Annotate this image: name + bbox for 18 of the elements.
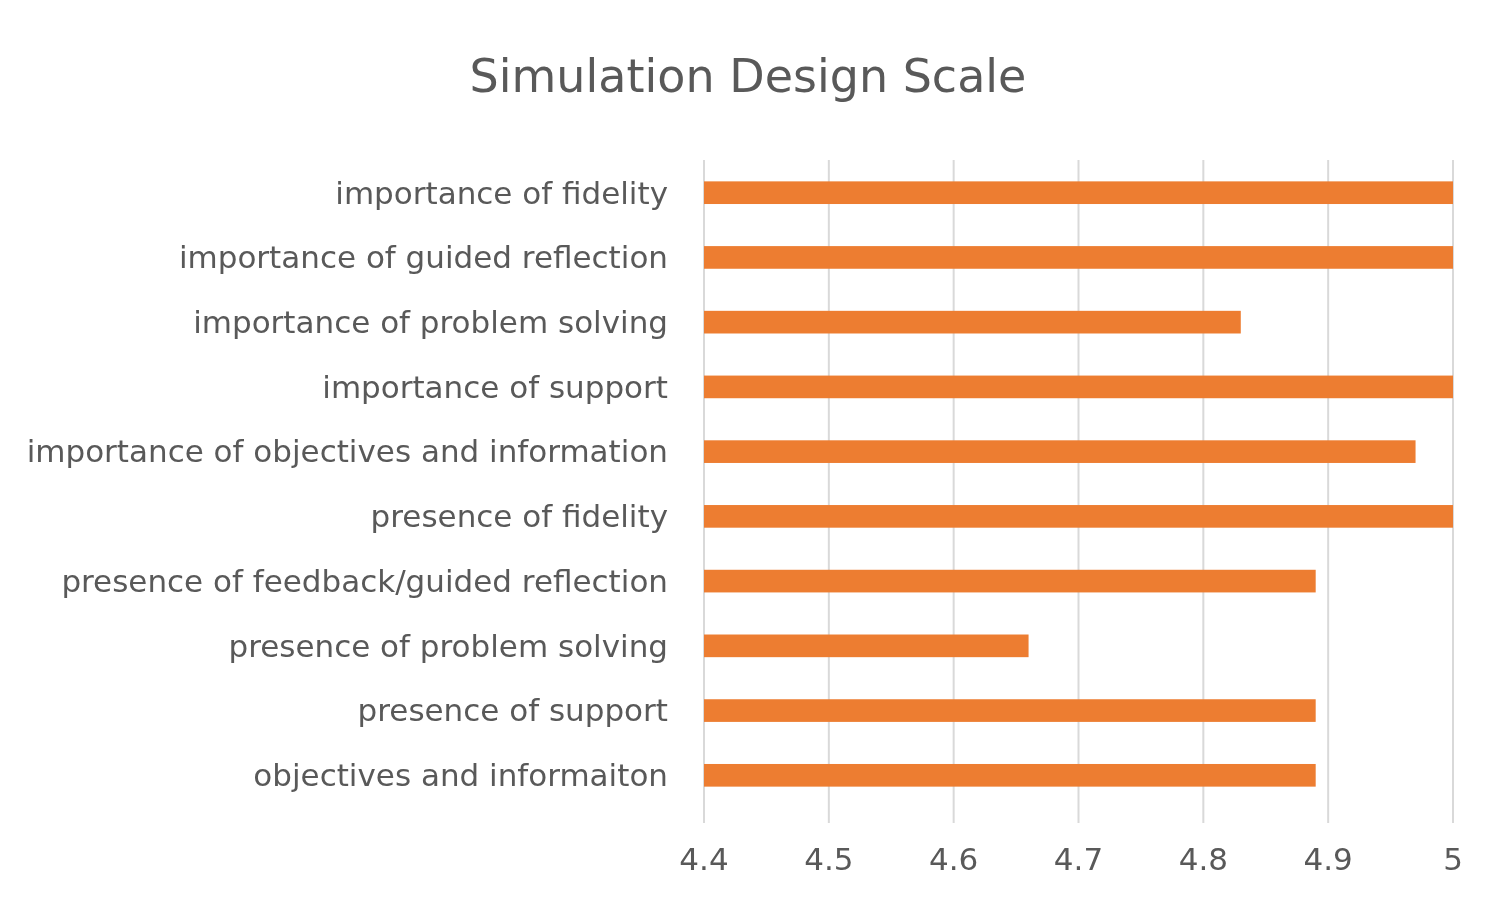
chart-title: Simulation Design Scale (469, 49, 1027, 103)
x-tick-label: 4.8 (1178, 841, 1228, 877)
y-tick-label: importance of support (322, 368, 668, 405)
x-tick-label: 4.4 (679, 841, 729, 877)
y-tick-label: presence of problem solving (228, 627, 668, 664)
x-tick-label: 4.5 (804, 841, 854, 877)
y-tick-label: presence of support (357, 692, 668, 729)
y-tick-label: presence of feedback/guided reflection (61, 562, 668, 599)
y-tick-label: importance of fidelity (335, 174, 668, 211)
x-tick-label: 5 (1443, 841, 1463, 877)
y-tick-label: objectives and informaiton (253, 757, 668, 794)
y-tick-label: importance of guided reflection (178, 239, 668, 276)
y-tick-label: importance of problem solving (193, 304, 668, 341)
x-tick-label: 4.9 (1303, 841, 1353, 877)
y-tick-label: importance of objectives and information (26, 433, 668, 470)
x-tick-label: 4.7 (1053, 841, 1104, 877)
y-tick-label: presence of fidelity (370, 498, 668, 535)
x-tick-label: 4.6 (929, 841, 979, 877)
